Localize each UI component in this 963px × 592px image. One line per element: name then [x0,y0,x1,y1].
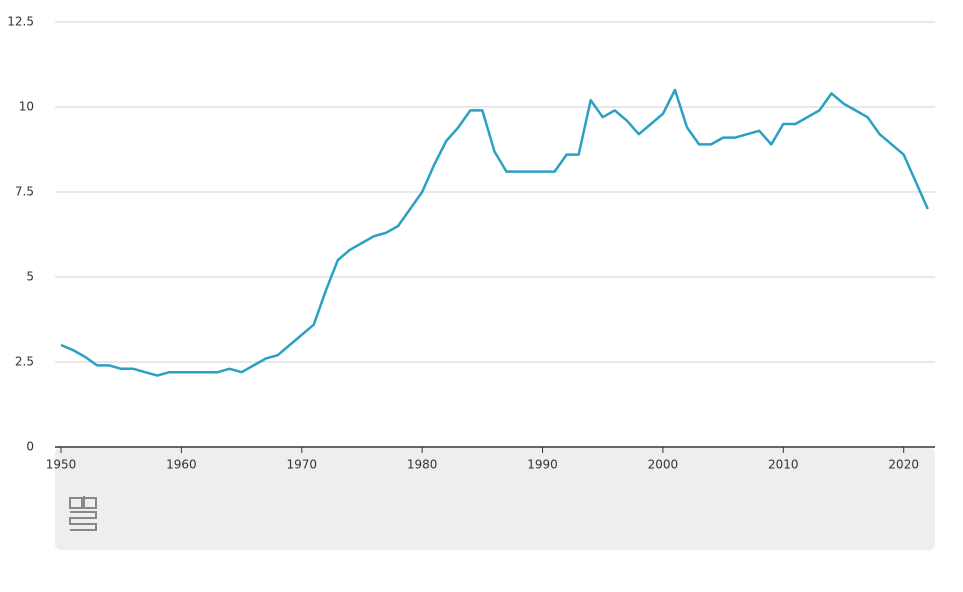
x-tick-label: 2000 [648,458,679,472]
line [60,88,929,377]
x-tick-label: 1970 [286,458,317,472]
x-tick-label: 2010 [768,458,799,472]
x-tick-label: 1960 [166,458,197,472]
x-tick-label: 1980 [407,458,438,472]
y-tick-label: 10 [19,100,34,114]
x-tick-label: 1950 [46,458,77,472]
y-tick-label: 12.5 [7,15,34,29]
x-tick-label: 2020 [888,458,919,472]
y-tick-label: 2.5 [15,355,34,369]
x-tick-label: 1990 [527,458,558,472]
y-tick-label: 7.5 [15,185,34,199]
y-tick-label: 5 [26,270,34,284]
y-tick-label: 0 [26,440,34,454]
logo [69,496,97,531]
footer-panel [55,448,935,550]
